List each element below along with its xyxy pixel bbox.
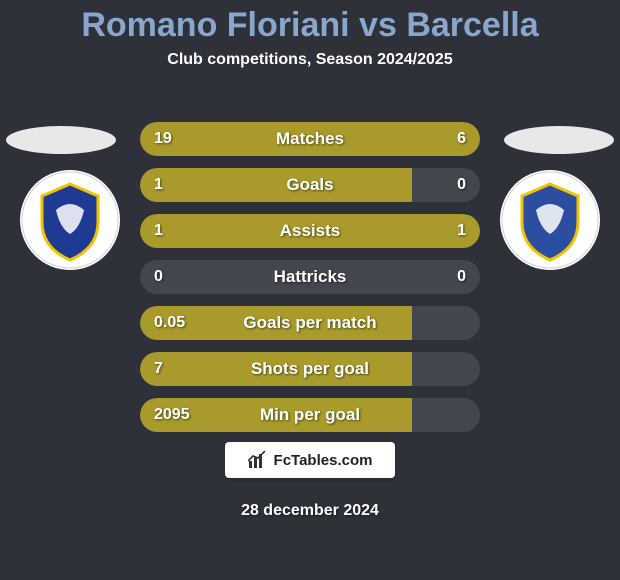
page-title: Romano Floriani vs Barcella [0, 0, 620, 45]
player-silhouette-left [6, 126, 116, 154]
stat-label: Assists [140, 214, 480, 248]
player-silhouette-right [504, 126, 614, 154]
stat-row: Matches19 6 [140, 122, 480, 156]
stat-value-left: 2095 [140, 398, 204, 432]
stats-bars: Matches196Goals10Assists11Hattricks00Goa… [140, 122, 480, 444]
stat-value-left: 1 [140, 168, 177, 202]
stat-row: Shots per goal7 [140, 352, 480, 386]
stat-label: Goals [140, 168, 480, 202]
stat-value-right: 0 [443, 260, 480, 294]
footer-logo-text: FcTables.com [274, 452, 373, 469]
stat-value-right: 6 [443, 122, 480, 156]
stat-label: Matches [140, 122, 480, 156]
date-text: 28 december 2024 [0, 502, 620, 520]
stat-row: Assists1 1 [140, 214, 480, 248]
subtitle: Club competitions, Season 2024/2025 [0, 51, 620, 69]
stat-label: Hattricks [140, 260, 480, 294]
stat-row: Min per goal2095 [140, 398, 480, 432]
title-player1: Romano Floriani [81, 6, 349, 44]
stat-value-left: 0 [140, 260, 177, 294]
stat-value-left: 7 [140, 352, 177, 386]
club-badge-left [20, 170, 120, 270]
title-player2: Barcella [406, 6, 538, 44]
stat-value-left: 1 [140, 214, 177, 248]
stat-value-right: 1 [443, 214, 480, 248]
stat-row: Goals per match0.05 [140, 306, 480, 340]
stat-row: Hattricks0 0 [140, 260, 480, 294]
stat-row: Goals1 0 [140, 168, 480, 202]
footer-logo: FcTables.com [225, 442, 395, 478]
stat-value-left: 0.05 [140, 306, 199, 340]
title-vs: vs [359, 6, 397, 44]
stat-label: Shots per goal [140, 352, 480, 386]
stat-value-left: 19 [140, 122, 186, 156]
stat-value-right: 0 [443, 168, 480, 202]
club-badge-right [500, 170, 600, 270]
chart-icon [248, 451, 268, 469]
comparison-infographic: Romano Floriani vs Barcella Club competi… [0, 0, 620, 580]
